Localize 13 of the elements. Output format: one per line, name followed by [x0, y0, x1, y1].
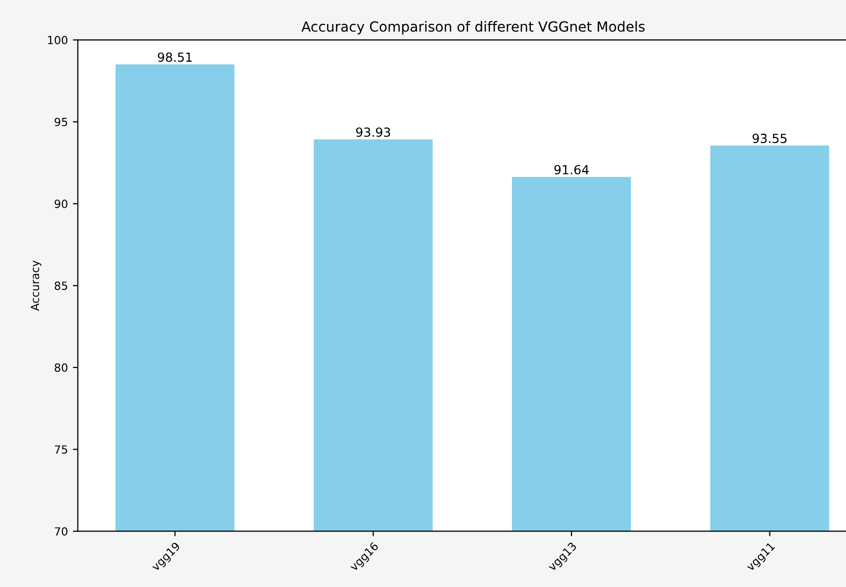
data-label: 98.51	[158, 52, 192, 62]
chart-title: Accuracy Comparison of different VGGnet Models	[301, 21, 645, 34]
y-tick-label: 80	[54, 363, 68, 372]
data-label: 93.93	[356, 127, 390, 137]
y-tick-label: 70	[54, 527, 68, 536]
y-tick-label: 85	[54, 282, 68, 290]
y-tick-label: 75	[54, 445, 68, 454]
y-axis-title: Accuracy	[30, 260, 42, 311]
data-label: 93.55	[752, 134, 787, 144]
data-label: 91.64	[554, 164, 589, 174]
y-tick-label: 100	[48, 36, 68, 44]
y-tick-label: 90	[54, 200, 68, 208]
y-tick-label: 95	[54, 118, 68, 126]
